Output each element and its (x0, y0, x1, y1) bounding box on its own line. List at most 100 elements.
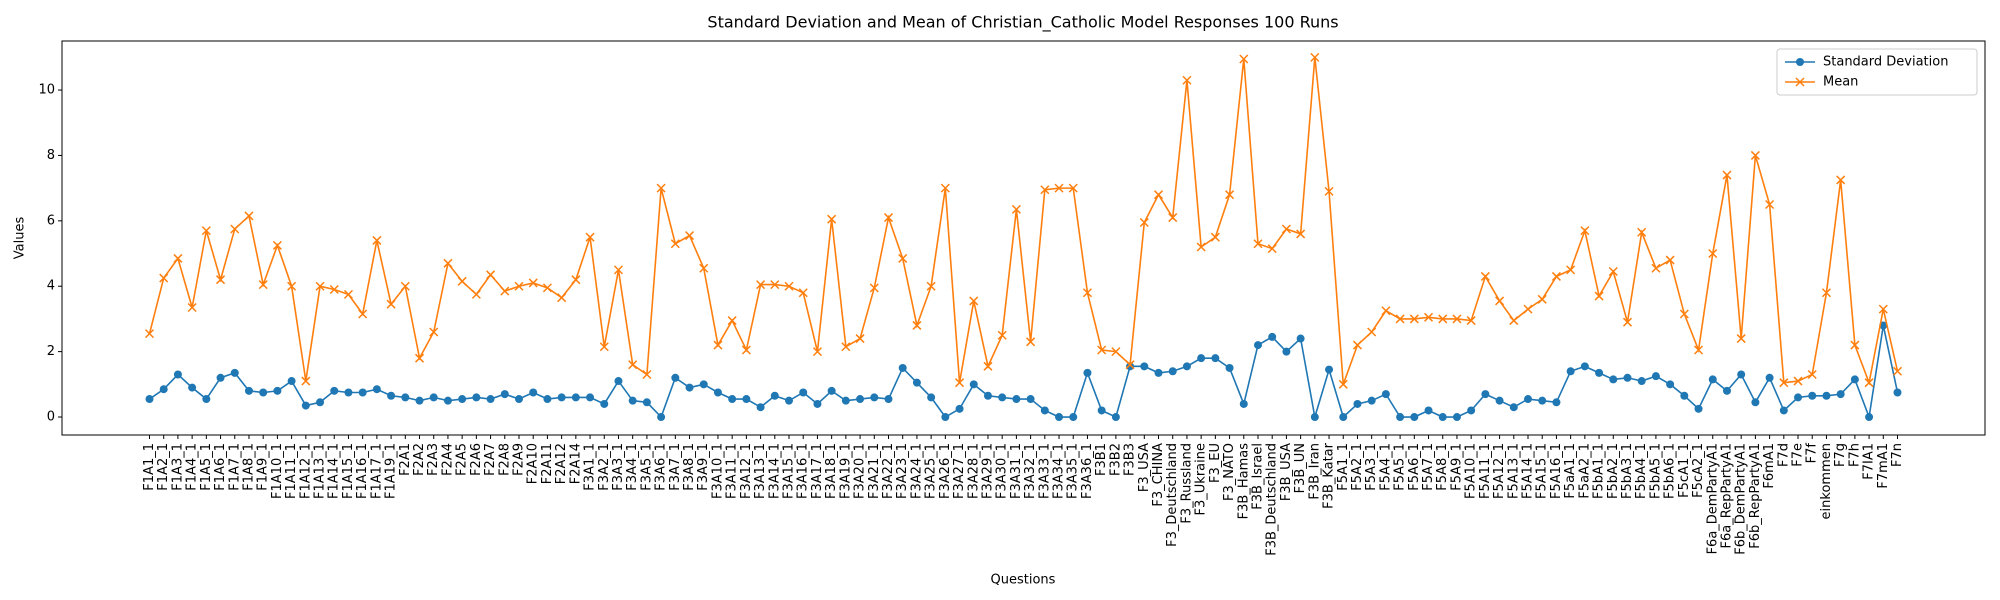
x-tick-label: F2A12 (554, 443, 569, 484)
marker (145, 395, 154, 404)
x-tick-label: F3A17_1 (810, 443, 825, 499)
legend-box (1776, 48, 1978, 96)
marker (1580, 226, 1590, 236)
marker (244, 386, 253, 395)
marker (969, 380, 978, 389)
x-tick-label: F5cA2_1 (1691, 443, 1706, 498)
marker (784, 281, 794, 291)
marker (997, 330, 1007, 340)
marker (671, 373, 680, 382)
marker (1452, 314, 1462, 324)
marker (1140, 362, 1149, 371)
marker (600, 399, 609, 408)
marker (699, 263, 709, 273)
x-tick-label: F3A6_1 (654, 443, 669, 491)
x-tick-label: F7n (1890, 443, 1905, 467)
x-tick-label: F1A1_1 (142, 443, 157, 491)
marker (727, 316, 737, 326)
marker (244, 211, 254, 221)
marker (1324, 186, 1334, 196)
marker (1566, 265, 1576, 275)
marker (1026, 395, 1035, 404)
x-tick-label: F3A28_1 (966, 443, 981, 499)
x-tick-label: F5A12_1 (1492, 443, 1507, 499)
marker (386, 299, 396, 309)
x-tick-label: F3B_Israel (1250, 443, 1265, 510)
x-tick-label: F6b_DemPartyA1 (1734, 443, 1749, 555)
marker (1637, 227, 1647, 237)
x-tick-label: F3B_UN (1293, 443, 1308, 493)
marker (898, 363, 907, 372)
marker (315, 281, 325, 291)
marker (1608, 266, 1618, 277)
marker (642, 398, 651, 407)
marker (1423, 312, 1434, 322)
marker (1310, 413, 1319, 422)
marker (486, 395, 495, 404)
marker (1595, 368, 1604, 377)
x-tick-label: F5bA3_1 (1620, 443, 1635, 499)
marker (1793, 376, 1803, 386)
marker (799, 388, 808, 397)
marker (329, 284, 339, 295)
marker (259, 388, 268, 397)
marker (1623, 373, 1632, 382)
marker (1651, 263, 1661, 273)
x-tick-label: F5bA4_1 (1634, 443, 1649, 499)
marker (1325, 365, 1334, 374)
marker (1694, 404, 1703, 413)
x-tick-label: F3A32_1 (1023, 443, 1038, 499)
marker (1537, 294, 1547, 304)
marker (685, 231, 695, 241)
marker (912, 320, 922, 330)
x-tick-label: F1A8_1 (241, 443, 256, 491)
x-tick-label: F5A11_1 (1478, 443, 1493, 499)
marker (613, 265, 624, 275)
x-tick-label: F5A3_1 (1364, 443, 1379, 491)
x-tick-label: F5A4_1 (1378, 443, 1393, 491)
x-tick-label: F6a_DemPartyA1 (1705, 443, 1720, 554)
marker (471, 289, 481, 299)
x-tick-label: F3A22_1 (881, 443, 896, 499)
marker (699, 380, 708, 389)
marker (1736, 334, 1746, 344)
x-tick-label: F3B_Iran (1307, 443, 1322, 500)
plot-frame (61, 40, 1986, 436)
marker (216, 275, 226, 285)
marker (1807, 369, 1817, 380)
marker (1381, 306, 1391, 316)
marker (144, 329, 155, 339)
x-tick-label: F3A16_1 (796, 443, 811, 499)
x-tick-label: F2A1 (398, 443, 413, 476)
marker (1765, 373, 1774, 382)
x-tick-label: F7h (1847, 443, 1862, 467)
marker (1850, 375, 1859, 384)
marker (529, 388, 538, 397)
marker (657, 413, 666, 422)
x-tick-label: F2A8 (497, 443, 512, 476)
marker (1026, 337, 1036, 347)
marker (387, 391, 396, 400)
x-tick-label: F3_USA (1137, 443, 1152, 492)
marker (1822, 391, 1831, 400)
y-axis-label: Values (13, 217, 28, 260)
legend-label: Standard Deviation (1823, 55, 1948, 70)
marker (628, 360, 638, 370)
marker (1353, 399, 1362, 408)
x-tick-label: F3A19_1 (838, 443, 853, 499)
marker (998, 393, 1007, 402)
marker (955, 378, 965, 388)
marker (1694, 345, 1704, 355)
x-tick-label: F7e (1791, 443, 1806, 467)
marker (1282, 347, 1291, 356)
marker (571, 393, 580, 402)
marker (813, 399, 822, 408)
marker (827, 386, 836, 395)
marker (1808, 391, 1817, 400)
x-tick-label: F3A34_1 (1052, 443, 1067, 499)
marker (1750, 150, 1760, 160)
marker (1438, 314, 1448, 324)
x-tick-label: F3A10_1 (710, 443, 725, 499)
marker (557, 393, 566, 402)
x-tick-label: F5aA1_1 (1563, 443, 1578, 499)
